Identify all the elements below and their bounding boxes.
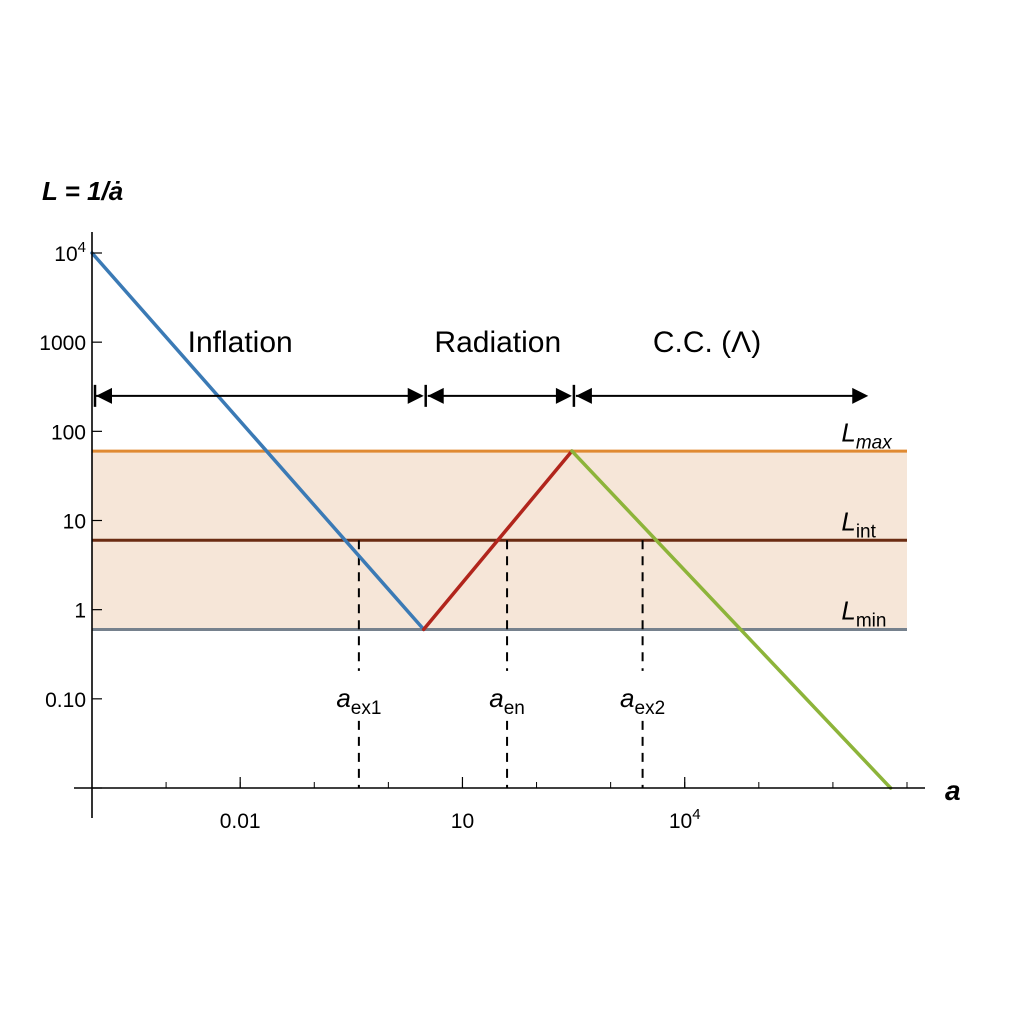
region-1-arrowhead-right (407, 387, 424, 404)
x-tick-label: 10 (451, 810, 474, 833)
region-2-arrowhead-left (427, 387, 444, 404)
series-line-3 (570, 449, 893, 790)
y-tick-label: 1 (74, 600, 86, 623)
region-2-label: Radiation (434, 326, 561, 359)
y-tick-label: 1000 (39, 332, 86, 355)
x-tick-label: 0.01 (220, 810, 261, 833)
x-axis-label: a (945, 775, 961, 806)
series-line-1 (90, 251, 426, 632)
y-tick-label: 10 (63, 511, 86, 534)
region-1-label: Inflation (188, 326, 293, 359)
marker-label-ex1: aex1 (336, 683, 381, 719)
y-tick-label: 0.10 (45, 689, 86, 712)
marker-label-ex2: aex2 (620, 683, 665, 719)
region-3-label: C.C. (Λ) (653, 326, 761, 359)
region-3-arrowhead-left (575, 387, 592, 404)
region-1-arrowhead-left (96, 387, 112, 404)
x-tick-label: 104 (669, 806, 701, 833)
y-tick-label: 104 (54, 239, 86, 266)
y-axis-label: L = 1/ȧ (42, 176, 123, 206)
series-line-2 (421, 449, 574, 632)
level-label-int: Lint (841, 507, 876, 543)
y-tick-label: 100 (51, 421, 86, 444)
level-label-min: Lmin (841, 596, 886, 632)
region-2-arrowhead-right (555, 387, 572, 404)
region-3-arrowhead-right (852, 387, 869, 404)
marker-label-en: aen (489, 683, 525, 719)
level-label-max: Lmax (841, 417, 893, 453)
